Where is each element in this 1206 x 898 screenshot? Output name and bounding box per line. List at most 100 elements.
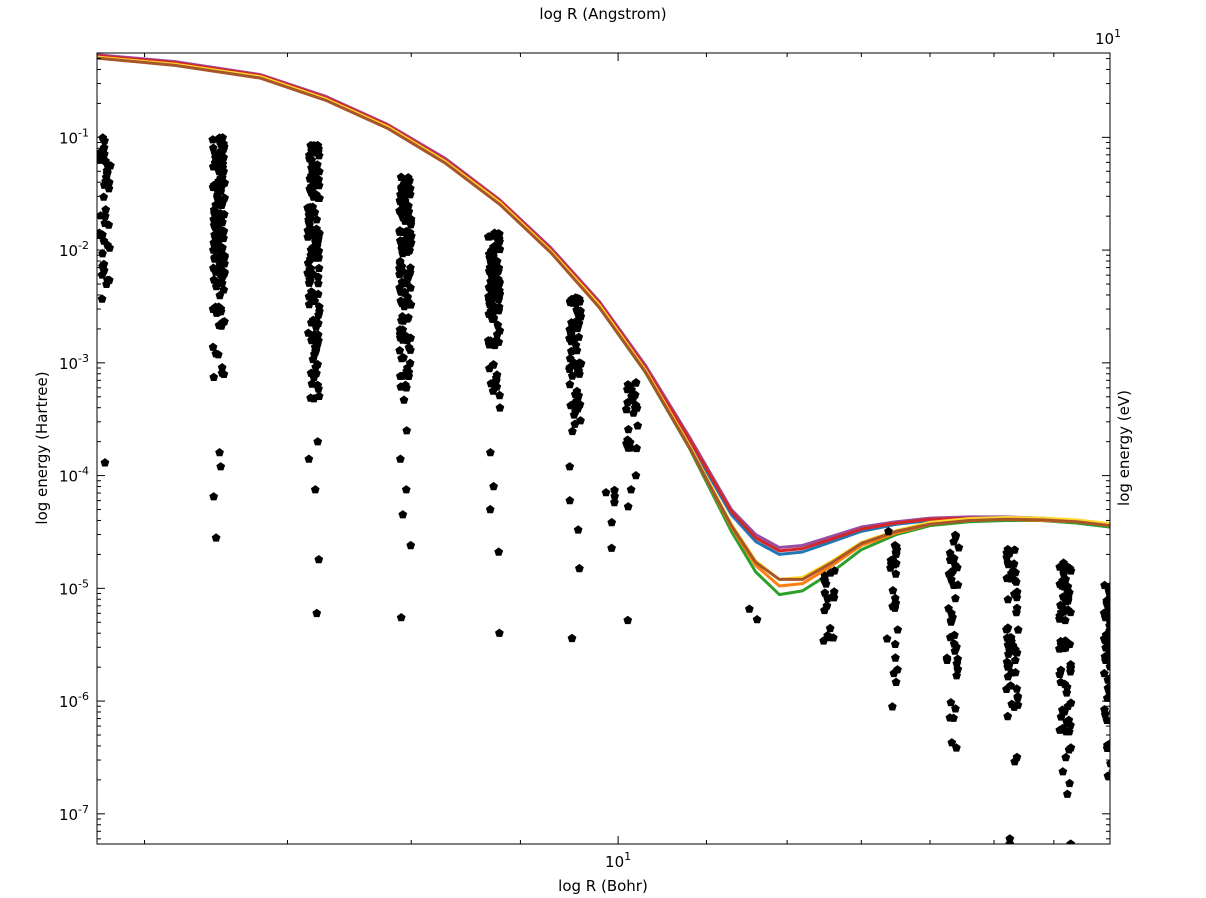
scatter-point bbox=[398, 510, 408, 519]
scatter-point bbox=[306, 250, 316, 259]
scatter-point bbox=[829, 633, 838, 642]
scatter-point bbox=[216, 462, 226, 471]
scatter-point bbox=[493, 320, 503, 329]
scatter-point bbox=[495, 244, 505, 254]
scatter-point bbox=[1011, 568, 1020, 577]
scatter-point bbox=[1002, 684, 1011, 693]
series-group bbox=[97, 53, 1110, 597]
scatter-point bbox=[1055, 562, 1065, 571]
scatter-point bbox=[1103, 771, 1110, 780]
scatter-point bbox=[209, 492, 219, 501]
scatter-point bbox=[945, 548, 955, 557]
scatter-point bbox=[208, 304, 218, 313]
scatter-point bbox=[303, 258, 313, 267]
scatter-point bbox=[1056, 636, 1066, 646]
scatter-point bbox=[825, 623, 835, 633]
scatter-point bbox=[1005, 834, 1015, 843]
scatter-point bbox=[218, 159, 228, 168]
x-tick-label: 101 bbox=[605, 850, 631, 871]
scatter-point bbox=[952, 671, 961, 680]
scatter-point bbox=[565, 496, 575, 505]
scatter-point bbox=[308, 168, 317, 178]
scatter-point bbox=[100, 211, 110, 220]
scatter-point bbox=[1002, 552, 1012, 562]
scatter-point bbox=[309, 394, 319, 403]
scatter-point bbox=[406, 540, 416, 550]
scatter-point bbox=[399, 395, 409, 404]
scatter-point bbox=[1066, 839, 1076, 844]
scatter-point bbox=[1012, 603, 1022, 612]
scatter-point bbox=[1003, 595, 1013, 604]
scatter-point bbox=[1011, 647, 1020, 656]
scatter-point bbox=[308, 315, 318, 324]
scatter-point bbox=[610, 485, 619, 495]
scatter-point bbox=[1099, 668, 1109, 678]
scatter-point bbox=[395, 206, 404, 215]
scatter-point bbox=[1010, 545, 1019, 554]
scatter-point bbox=[1100, 580, 1109, 590]
y-tick-label: 10-2 bbox=[59, 239, 89, 260]
scatter-point bbox=[1105, 615, 1110, 624]
scatter-point bbox=[567, 326, 576, 335]
scatter-point bbox=[1013, 625, 1023, 634]
scatter-point bbox=[309, 373, 319, 382]
scatter-point bbox=[945, 713, 955, 722]
scatter-point bbox=[820, 571, 830, 580]
scatter-point bbox=[396, 454, 405, 463]
scatter-point bbox=[823, 594, 832, 603]
scatter-point bbox=[573, 525, 583, 534]
x-axis-title: log R (Bohr) bbox=[558, 877, 648, 895]
scatter-point bbox=[491, 283, 501, 292]
scatter-point bbox=[216, 136, 225, 145]
scatter-point bbox=[311, 362, 320, 371]
scatter-point bbox=[305, 184, 315, 193]
scatter-point bbox=[628, 395, 637, 405]
scatter-point bbox=[1063, 701, 1073, 710]
scatter-point bbox=[307, 379, 317, 388]
scatter-point bbox=[398, 248, 408, 258]
scatter-point bbox=[102, 279, 111, 288]
scatter-point bbox=[216, 263, 226, 272]
scatter-point bbox=[311, 190, 321, 199]
scatter-point bbox=[953, 664, 963, 674]
scatter-point bbox=[1063, 789, 1072, 798]
scatter-point bbox=[489, 273, 499, 283]
y-tick-label: 10-3 bbox=[59, 352, 89, 373]
scatter-point bbox=[1009, 702, 1019, 711]
scatter-point bbox=[1003, 672, 1013, 681]
scatter-point bbox=[208, 342, 218, 351]
scatter-point bbox=[219, 167, 228, 176]
scatter-point bbox=[574, 332, 584, 341]
scatter-point bbox=[219, 226, 229, 235]
scatter-point bbox=[99, 143, 109, 152]
scatter-point bbox=[888, 586, 898, 595]
scatter-point bbox=[565, 362, 575, 372]
scatter-point bbox=[209, 220, 219, 229]
scatter-point bbox=[398, 335, 408, 344]
scatter-point bbox=[495, 390, 504, 400]
scatter-point bbox=[489, 313, 498, 322]
scatter-point bbox=[565, 462, 575, 471]
scatter-point bbox=[1055, 579, 1065, 588]
scatter-point bbox=[610, 497, 619, 507]
scatter-point bbox=[103, 240, 112, 249]
scatter-point bbox=[1105, 637, 1110, 646]
scatter-point bbox=[1062, 688, 1072, 697]
scatter-point bbox=[575, 358, 584, 367]
scatter-point bbox=[397, 298, 407, 307]
scatter-point bbox=[97, 228, 104, 237]
scatter-point bbox=[745, 604, 754, 613]
y-axis-title: log energy (Hartree) bbox=[33, 371, 51, 524]
scatter-point bbox=[405, 358, 415, 367]
scatter-point bbox=[210, 230, 219, 239]
scatter-point bbox=[208, 162, 218, 171]
scatter-point bbox=[891, 558, 901, 568]
scatter-point bbox=[100, 458, 110, 467]
scatter-point bbox=[570, 419, 580, 428]
scatter-point bbox=[406, 217, 416, 226]
scatter-point bbox=[494, 547, 504, 556]
scatter-point bbox=[312, 215, 322, 224]
scatter-point bbox=[567, 318, 576, 327]
scatter-point bbox=[1056, 665, 1066, 674]
scatter-point bbox=[1107, 774, 1110, 781]
